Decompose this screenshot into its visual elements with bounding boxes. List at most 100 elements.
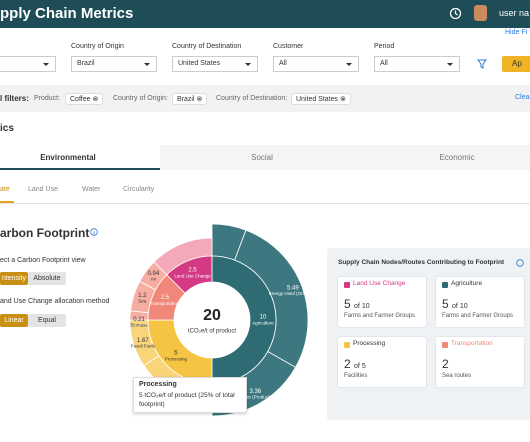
card-label: Processing (353, 340, 386, 347)
card-note: Sea routes (442, 373, 472, 379)
tooltip-body: 5 tCO₂e/t of product (25% of total footp… (139, 392, 235, 408)
card-icon (344, 282, 350, 288)
inner-value: 10 (260, 315, 267, 321)
clear-filters[interactable]: Clea (515, 94, 530, 101)
chip-remove[interactable]: ⊗ (338, 96, 346, 103)
tab[interactable]: Environmental (40, 153, 96, 162)
chip[interactable]: Brazil ⊗ (172, 93, 208, 105)
method-option-active[interactable]: Linear (0, 314, 28, 327)
apply-button[interactable]: Ap (502, 56, 530, 72)
card-note: Farms and Farmer Groups (344, 313, 416, 319)
outer-value: 1.2 (138, 293, 147, 299)
chip[interactable]: Coffee ⊗ (65, 93, 104, 105)
outer-value: 0.21 (133, 317, 145, 323)
view-option[interactable]: Absolute (28, 272, 66, 285)
avatar[interactable] (474, 5, 487, 21)
outer-value: 1.67 (137, 338, 149, 344)
card-count: 2 of 5 (344, 357, 366, 371)
inner-label: Agriculture (252, 321, 274, 326)
outer-label: Biomass (130, 323, 148, 328)
subtab[interactable]: ate (0, 186, 10, 193)
outer-label: Energy Used (On Farm) (269, 291, 318, 296)
filter-label: Country of Destination (172, 43, 242, 50)
inner-value: 2.5 (161, 295, 170, 301)
node-card: Land Use Change 5 of 10 Farms and Farmer G… (337, 276, 427, 328)
info-icon[interactable] (516, 259, 524, 267)
card-count: 5 of 10 (344, 297, 370, 311)
inner-value: 2.5 (188, 267, 197, 273)
tooltip (133, 377, 247, 413)
card-count: 5 of 10 (442, 297, 468, 311)
card-count: 2 (442, 357, 449, 371)
card-label: Transportation (451, 340, 493, 347)
view-option-active[interactable]: ntensity (0, 272, 28, 285)
subtab-line (0, 203, 530, 204)
node-card: Transportation 2 Sea routes (435, 336, 525, 388)
filter-select[interactable]: All (273, 56, 359, 72)
center-unit: tCO₂e/t of product (188, 329, 236, 335)
view-label: ect a Carbon Footprint view (0, 257, 86, 264)
panel-title: Supply Chain Nodes/Routes Contributing t… (338, 259, 505, 266)
filter-label: Customer (273, 43, 304, 50)
filter-icon[interactable] (477, 59, 487, 69)
tooltip-title: Processing (139, 381, 177, 388)
node-card: Processing 2 of 5 Facilities (337, 336, 427, 388)
card-icon (442, 342, 448, 348)
card-label: Agriculture (451, 280, 483, 287)
outer-value: 0.94 (148, 271, 160, 277)
outer-value: 3.36 (249, 389, 261, 395)
active-tab (0, 145, 160, 170)
filter-select[interactable]: United States (172, 56, 258, 72)
header (0, 0, 530, 28)
inner-label: Land Use Change (174, 274, 211, 279)
footprint-title: arbon Footprint (0, 226, 90, 240)
tab[interactable]: Economic (439, 153, 475, 162)
center-total: 20 (203, 307, 221, 324)
card-note: Farms and Farmer Groups (442, 313, 514, 319)
hide-filters[interactable]: Hide Fi (505, 29, 528, 36)
card-icon (442, 282, 448, 288)
card-icon (344, 342, 350, 348)
chip-remove[interactable]: ⊗ (90, 96, 99, 103)
outer-value: 5.49 (287, 285, 299, 291)
filter-select[interactable]: All (374, 56, 460, 72)
filter-label: Period (374, 43, 395, 50)
info-icon[interactable] (90, 228, 98, 236)
chip-key: Country of Destination: (216, 95, 288, 102)
section-title: ics (0, 123, 14, 134)
subtab[interactable]: Water (82, 186, 101, 193)
user-name[interactable]: user na (499, 8, 530, 18)
card-of: of 5 (354, 363, 366, 370)
inner-label: Processing (165, 357, 188, 362)
card-of: of 10 (354, 303, 370, 310)
filter-label: Country of Origin (71, 43, 124, 50)
card-label: Land Use Change (353, 280, 406, 287)
tab[interactable]: Social (251, 153, 273, 162)
chip-remove[interactable]: ⊗ (194, 96, 203, 103)
outer-label: Fertiliser (Production) (234, 394, 278, 399)
active-subtab (0, 201, 14, 203)
filter-select[interactable]: Brazil (71, 56, 157, 72)
chip[interactable]: United States ⊗ (291, 93, 351, 105)
outer-label: Sea (138, 299, 147, 304)
card-note: Facilities (344, 373, 368, 379)
card-of: of 10 (452, 303, 468, 310)
app-title: pply Chain Metrics (0, 5, 134, 22)
outer-label: Air (151, 277, 157, 282)
outer-label: Fossil Fuels (131, 344, 156, 349)
center (174, 282, 250, 358)
inner-value: 5 (174, 351, 178, 357)
subtab[interactable]: Land Use (28, 186, 58, 193)
history-icon[interactable] (449, 7, 462, 20)
node-card: Agriculture 5 of 10 Farms and Farmer Group… (435, 276, 525, 328)
method-label: and Use Change allocation method (0, 298, 110, 305)
chip-key: Product: (34, 95, 61, 102)
chip-key: Country of Origin: (113, 95, 168, 102)
filter-select[interactable] (0, 56, 56, 72)
nodes-panel (327, 248, 530, 420)
subtab[interactable]: Circularity (123, 186, 155, 193)
inner-label: Transportation (150, 301, 179, 306)
method-option[interactable]: Equal (28, 314, 66, 327)
applied-title: l filters: (0, 94, 29, 103)
